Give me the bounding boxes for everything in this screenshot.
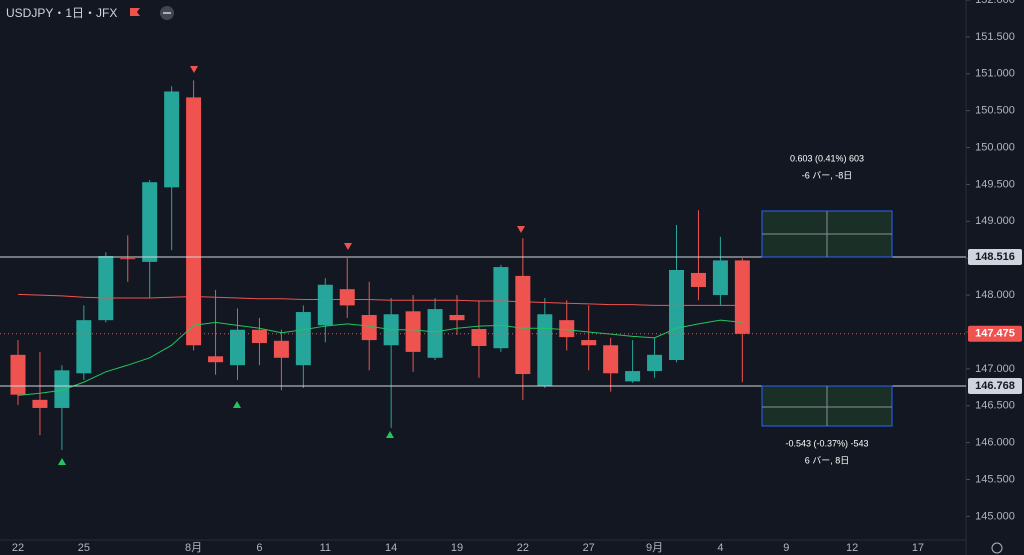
candle-body — [186, 97, 202, 346]
candle-body — [537, 314, 553, 386]
symbol-title[interactable]: USDJPY・1日・JFX — [6, 6, 117, 20]
price-label-bg — [968, 377, 1022, 394]
y-tick-label: 146.500 — [975, 400, 1015, 412]
x-tick-label: 12 — [846, 542, 858, 554]
y-tick-label: 150.000 — [975, 141, 1015, 153]
x-tick-label: 9 — [783, 542, 789, 554]
candle-body — [317, 284, 333, 326]
x-tick-label: 8月 — [185, 542, 202, 554]
y-tick-label: 149.000 — [975, 215, 1015, 227]
candle-body — [581, 340, 597, 346]
candle-body — [690, 272, 706, 287]
sell-signal — [517, 226, 525, 233]
x-tick-label: 17 — [912, 542, 924, 554]
price-label-bg — [968, 325, 1022, 342]
candle-body — [164, 91, 180, 188]
candle-body — [427, 309, 443, 358]
x-tick-label: 9月 — [646, 542, 663, 554]
flag-icon[interactable] — [130, 8, 140, 16]
buy-signal — [386, 431, 394, 438]
y-tick-label: 148.000 — [975, 289, 1015, 301]
candle-body — [361, 315, 377, 341]
sell-signal — [190, 66, 198, 73]
x-tick-label: 22 — [12, 542, 24, 554]
candle-body — [449, 315, 465, 321]
y-tick-label: 147.000 — [975, 363, 1015, 375]
x-tick-label: 14 — [385, 542, 397, 554]
candle-body — [76, 320, 92, 374]
y-tick-label: 152.000 — [975, 0, 1015, 6]
price-label: 146.768 — [975, 380, 1015, 392]
y-tick-label: 150.500 — [975, 105, 1015, 117]
candle-body — [54, 370, 70, 408]
x-tick-label: 27 — [583, 542, 595, 554]
measure-label: 0.603 (0.41%) 603 — [790, 153, 864, 163]
candle-body — [515, 275, 531, 375]
candle-body — [142, 182, 158, 262]
price-label: 147.475 — [975, 328, 1015, 340]
y-tick-label: 145.500 — [975, 473, 1015, 485]
buy-signal — [233, 401, 241, 408]
sell-signal — [344, 243, 352, 250]
buy-signal — [58, 458, 66, 465]
price-label-bg — [968, 249, 1022, 266]
candle-body — [98, 255, 114, 321]
candle-body — [625, 371, 641, 382]
price-label: 148.516 — [975, 251, 1015, 263]
y-tick-label: 145.000 — [975, 510, 1015, 522]
moving-average — [17, 293, 743, 306]
candle-body — [120, 258, 136, 260]
x-tick-label: 4 — [717, 542, 723, 554]
x-tick-label: 25 — [78, 542, 90, 554]
candle-body — [603, 345, 619, 374]
candle-body — [208, 356, 224, 363]
settings-button[interactable] — [991, 542, 1003, 554]
measure-label: -6 バー, -8日 — [802, 170, 853, 180]
x-tick-label: 11 — [320, 542, 331, 554]
candle-body — [339, 289, 355, 306]
candle-body — [471, 329, 487, 346]
candle-body — [493, 267, 509, 349]
y-tick-label: 146.000 — [975, 437, 1015, 449]
candle-body — [230, 329, 245, 366]
candle-body — [559, 320, 575, 338]
x-tick-label: 6 — [256, 542, 262, 554]
candle-body — [273, 340, 289, 358]
x-tick-label: 19 — [451, 542, 463, 554]
candle-body — [295, 312, 311, 366]
candle-body — [669, 270, 684, 360]
candle-body — [10, 354, 26, 395]
candle-body — [251, 329, 267, 344]
x-tick-label: 22 — [517, 542, 529, 554]
candle-body — [734, 260, 750, 334]
y-tick-label: 151.000 — [975, 68, 1015, 80]
candle-body — [647, 354, 663, 372]
candle-body — [32, 399, 48, 408]
y-tick-label: 151.500 — [975, 31, 1015, 43]
candle-body — [405, 311, 421, 352]
moving-average — [17, 319, 743, 396]
y-tick-label: 149.500 — [975, 178, 1015, 190]
candle-body — [712, 260, 728, 296]
measure-label: -0.543 (-0.37%) -543 — [785, 438, 868, 448]
measure-label: 6 バー, 8日 — [805, 455, 850, 465]
